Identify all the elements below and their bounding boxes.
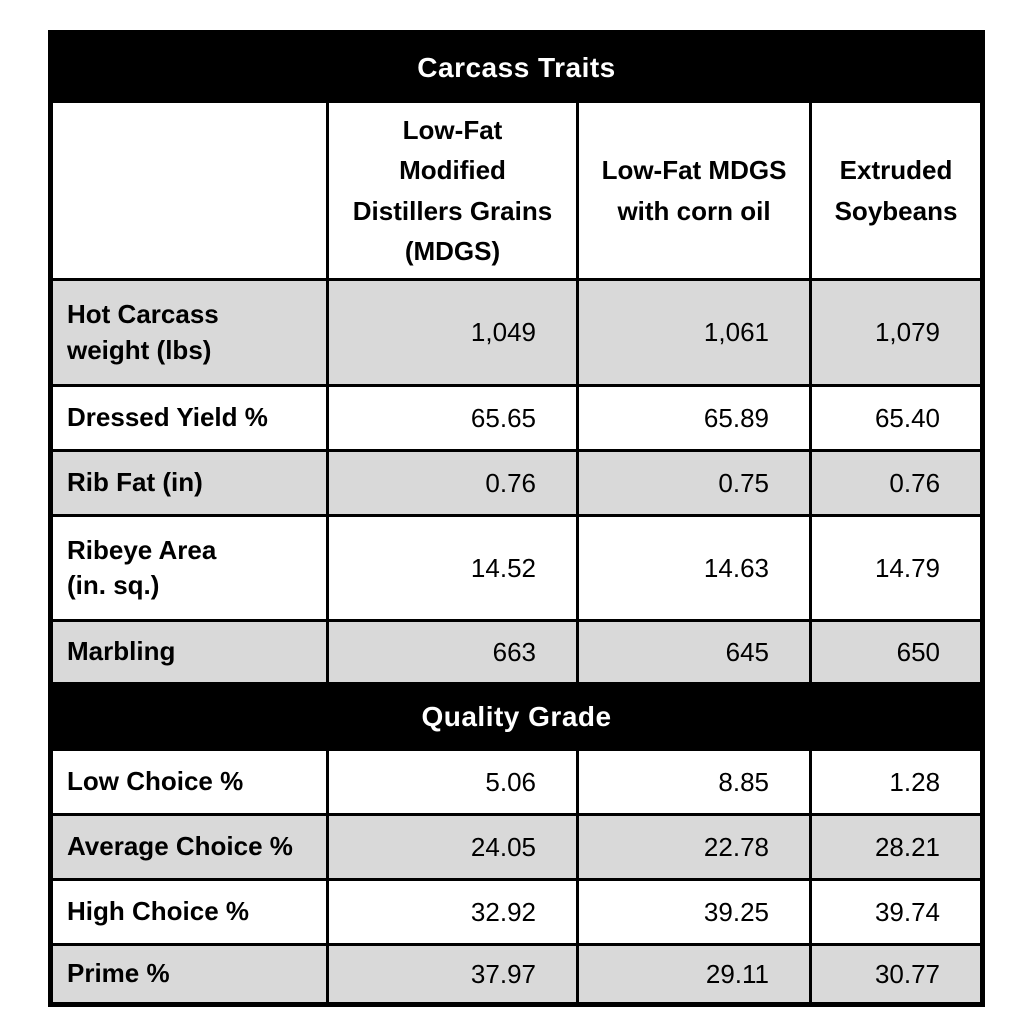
row-label-high-choice: High Choice % <box>49 878 329 946</box>
carcass-traits-table: Carcass Traits Low-Fat Modified Distille… <box>48 30 986 1007</box>
cell-value: 37.97 <box>326 943 579 1006</box>
cell-value: 0.76 <box>326 449 579 517</box>
row-label-average-choice: Average Choice % <box>49 813 329 881</box>
row-label-low-choice: Low Choice % <box>49 748 329 816</box>
table-row: High Choice % 32.92 39.25 39.74 <box>49 878 985 946</box>
cell-value: 28.21 <box>808 813 985 881</box>
table-row: Dressed Yield % 65.65 65.89 65.40 <box>49 384 985 452</box>
column-header-mdgs-corn-oil: Low-Fat MDGS with corn oil <box>576 100 812 281</box>
cell-value: 22.78 <box>576 813 812 881</box>
cell-value: 0.75 <box>576 449 812 517</box>
table-row: Marbling 663 645 650 <box>49 619 985 685</box>
table-row: Prime % 37.97 29.11 30.77 <box>49 943 985 1006</box>
cell-value: 14.63 <box>576 514 812 622</box>
table-row: Rib Fat (in) 0.76 0.75 0.76 <box>49 449 985 517</box>
cell-value: 14.52 <box>326 514 579 622</box>
table-row: Ribeye Area (in. sq.) 14.52 14.63 14.79 <box>49 514 985 622</box>
cell-value: 14.79 <box>808 514 985 622</box>
table-row: Average Choice % 24.05 22.78 28.21 <box>49 813 985 881</box>
row-label-prime: Prime % <box>49 943 329 1006</box>
cell-value: 65.89 <box>576 384 812 452</box>
row-label-dressed-yield: Dressed Yield % <box>49 384 329 452</box>
table-title: Carcass Traits <box>48 31 985 103</box>
column-header-low-fat-mdgs: Low-Fat Modified Distillers Grains (MDGS… <box>326 100 579 281</box>
cell-value: 29.11 <box>576 943 812 1006</box>
corner-cell <box>49 100 329 281</box>
cell-value: 650 <box>808 619 985 685</box>
row-label-ribeye-area: Ribeye Area (in. sq.) <box>49 514 329 622</box>
cell-value: 8.85 <box>576 748 812 816</box>
cell-value: 30.77 <box>808 943 985 1006</box>
cell-value: 39.74 <box>808 878 985 946</box>
cell-value: 39.25 <box>576 878 812 946</box>
cell-value: 0.76 <box>808 449 985 517</box>
table-row: Hot Carcass weight (lbs) 1,049 1,061 1,0… <box>49 278 985 387</box>
table-row: Low Choice % 5.06 8.85 1.28 <box>49 748 985 816</box>
section-header-quality-grade: Quality Grade <box>48 682 985 751</box>
cell-value: 24.05 <box>326 813 579 881</box>
cell-value: 65.40 <box>808 384 985 452</box>
cell-value: 65.65 <box>326 384 579 452</box>
cell-value: 1,049 <box>326 278 579 387</box>
cell-value: 1,061 <box>576 278 812 387</box>
cell-value: 1,079 <box>808 278 985 387</box>
row-label-marbling: Marbling <box>49 619 329 685</box>
row-label-rib-fat: Rib Fat (in) <box>49 449 329 517</box>
cell-value: 645 <box>576 619 812 685</box>
cell-value: 663 <box>326 619 579 685</box>
row-label-hot-carcass-weight: Hot Carcass weight (lbs) <box>49 278 329 387</box>
cell-value: 5.06 <box>326 748 579 816</box>
cell-value: 1.28 <box>808 748 985 816</box>
column-header-extruded-soybeans: Extruded Soybeans <box>808 100 985 281</box>
cell-value: 32.92 <box>326 878 579 946</box>
